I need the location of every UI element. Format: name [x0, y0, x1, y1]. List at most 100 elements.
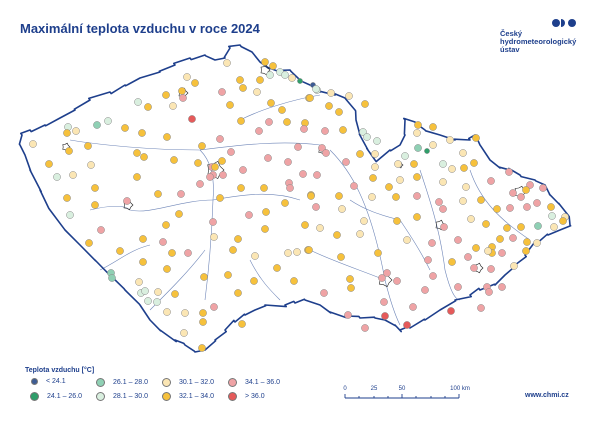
station-marker: [459, 149, 467, 157]
logo-mark-icon: [552, 19, 576, 27]
station-marker: [278, 106, 286, 114]
station-marker: [477, 304, 485, 312]
station-marker: [216, 135, 224, 143]
station-marker: [472, 134, 480, 142]
river: [89, 199, 214, 212]
station-marker: [559, 217, 567, 225]
scale-label: 50: [399, 386, 406, 392]
legend-item: 30.1 – 32.0: [162, 378, 214, 387]
station-marker: [286, 184, 294, 192]
station-marker: [312, 203, 320, 211]
station-marker: [288, 74, 296, 82]
station-marker: [393, 217, 401, 225]
station-marker: [413, 192, 421, 200]
station-marker: [255, 127, 263, 135]
station-marker: [413, 129, 421, 137]
station-marker: [448, 258, 456, 266]
station-marker: [333, 231, 341, 239]
station-marker: [307, 192, 315, 200]
station-marker: [360, 217, 368, 225]
station-marker: [265, 118, 273, 126]
station-marker: [135, 278, 143, 286]
station-marker: [467, 215, 475, 223]
station-marker: [485, 288, 493, 296]
station-marker: [139, 235, 147, 243]
stations: [29, 58, 569, 352]
station-marker: [373, 137, 381, 145]
station-marker: [409, 303, 417, 311]
legend-item: 24.1 – 26.0: [30, 392, 82, 401]
station-marker: [403, 321, 411, 329]
station-marker: [206, 173, 214, 181]
station-marker: [392, 193, 400, 201]
station-marker: [383, 269, 391, 277]
station-marker: [464, 253, 472, 261]
station-marker: [269, 62, 277, 70]
station-marker: [424, 148, 430, 154]
station-marker: [428, 239, 436, 247]
station-marker: [284, 249, 292, 257]
station-marker: [177, 190, 185, 198]
station-marker: [194, 159, 202, 167]
station-marker: [385, 183, 393, 191]
station-marker: [322, 149, 330, 157]
legend-item: 26.1 – 28.0: [96, 378, 148, 387]
station-marker: [281, 199, 289, 207]
station-marker: [281, 71, 289, 79]
station-marker: [548, 212, 556, 220]
station-marker: [262, 208, 270, 216]
station-marker: [338, 205, 346, 213]
station-marker: [346, 275, 354, 283]
station-marker: [369, 174, 377, 182]
river: [212, 193, 301, 201]
legend-swatch: [162, 392, 171, 401]
river: [349, 199, 401, 221]
station-marker: [335, 108, 343, 116]
station-marker: [63, 194, 71, 202]
station-marker: [91, 201, 99, 209]
station-marker: [116, 247, 124, 255]
station-marker: [237, 184, 245, 192]
station-marker: [316, 224, 324, 232]
chmi-logo: Český hydrometeorologický ústav: [500, 18, 590, 54]
river: [99, 244, 151, 271]
station-marker: [163, 308, 171, 316]
station-marker: [305, 246, 313, 254]
legend-label: > 36.0: [245, 393, 265, 400]
station-marker: [477, 196, 485, 204]
station-marker: [141, 287, 149, 295]
station-marker: [283, 118, 291, 126]
station-marker: [312, 85, 320, 93]
station-marker: [245, 211, 253, 219]
station-marker: [140, 153, 148, 161]
station-marker: [168, 249, 176, 257]
station-marker: [396, 176, 404, 184]
station-marker: [256, 76, 264, 84]
station-marker: [339, 126, 347, 134]
station-marker: [470, 159, 478, 167]
station-marker: [356, 150, 364, 158]
station-marker: [184, 249, 192, 257]
station-marker: [144, 103, 152, 111]
legend-label: 32.1 – 34.0: [179, 393, 215, 400]
station-marker: [523, 203, 531, 211]
legend-swatch: [30, 392, 39, 401]
station-marker: [188, 115, 196, 123]
station-marker: [159, 238, 167, 246]
station-marker: [97, 226, 105, 234]
station-marker: [121, 124, 129, 132]
station-marker: [522, 186, 530, 194]
station-marker: [223, 59, 231, 67]
river: [249, 259, 281, 301]
station-marker: [487, 265, 495, 273]
website-link[interactable]: www.chmi.cz: [525, 392, 569, 399]
station-marker: [347, 284, 355, 292]
station-marker: [162, 221, 170, 229]
legend-swatch: [228, 392, 237, 401]
station-marker: [153, 298, 161, 306]
station-marker: [320, 289, 328, 297]
station-marker: [448, 165, 456, 173]
station-marker: [234, 235, 242, 243]
station-marker: [53, 173, 61, 181]
